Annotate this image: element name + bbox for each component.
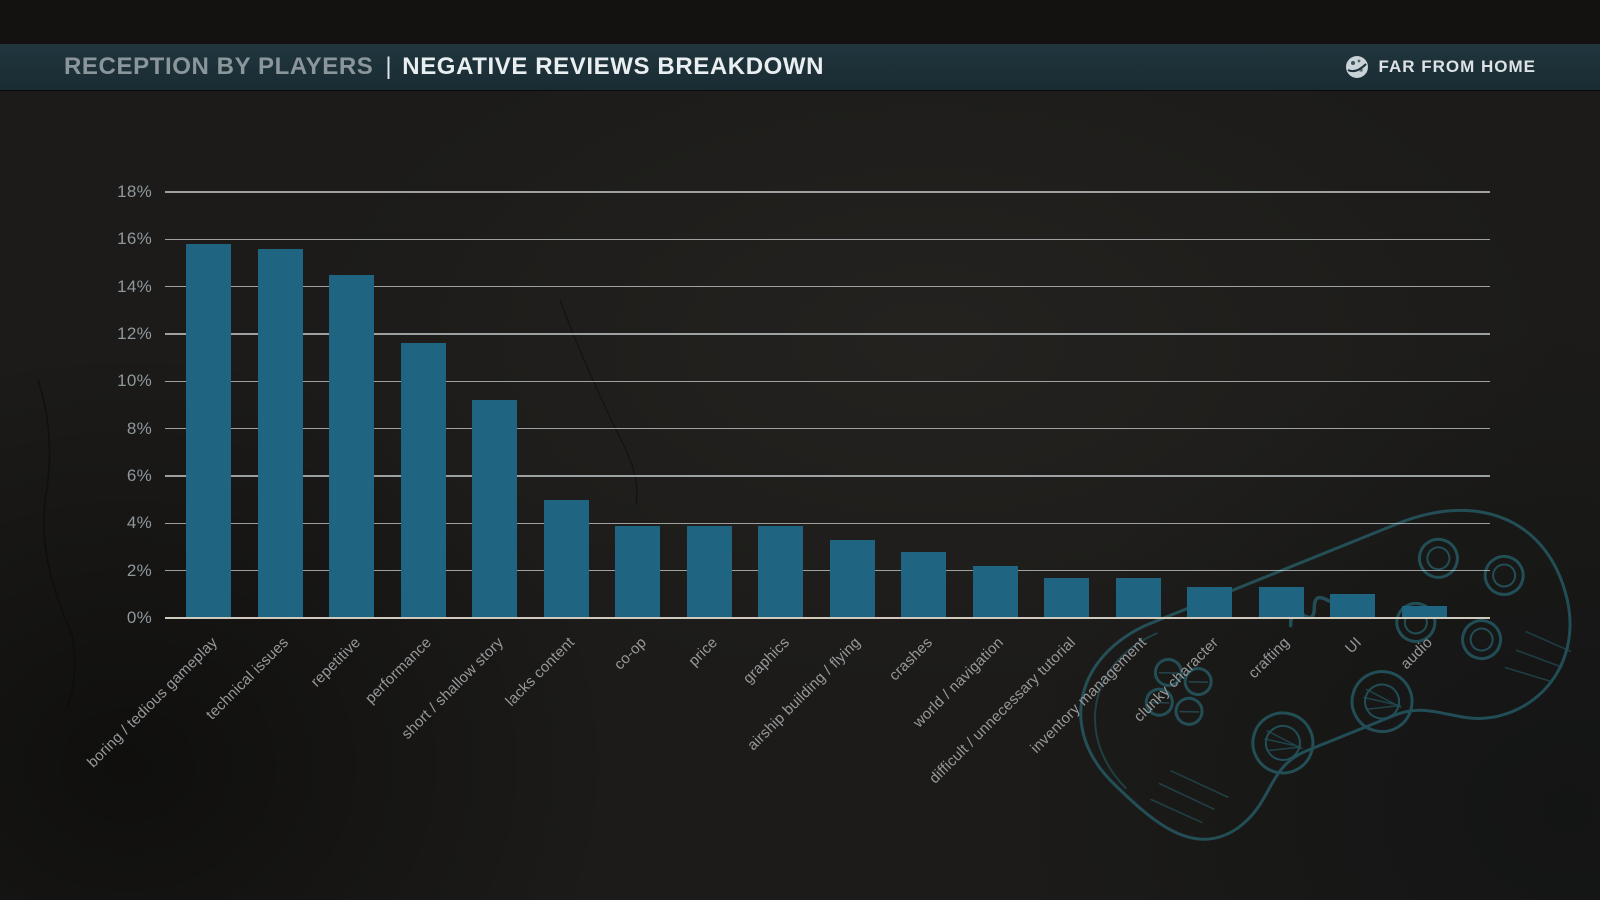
y-tick-label: 0% xyxy=(126,608,152,627)
page-title-section: RECEPTION BY PLAYERS xyxy=(64,53,374,80)
grid-line xyxy=(165,333,1490,335)
planet-logo-icon xyxy=(1345,56,1368,78)
bar-clunky-character xyxy=(1187,587,1232,618)
bar-technical-issues xyxy=(257,248,303,618)
bar-boring-tedious-gameplay xyxy=(186,244,231,618)
bar-inventory-management xyxy=(1115,577,1161,618)
page-title: RECEPTION BY PLAYERS | NEGATIVE REVIEWS BR… xyxy=(64,53,824,81)
bar-short-shallow-story xyxy=(472,400,517,618)
y-tick-label: 14% xyxy=(117,276,152,296)
grid-line xyxy=(165,569,1490,572)
y-tick-label: 2% xyxy=(126,560,152,580)
bar-performance xyxy=(400,343,446,618)
brand-logo: FAR FROM HOME xyxy=(1344,54,1537,80)
grid-line xyxy=(165,475,1490,477)
bar-lacks-content xyxy=(543,499,589,618)
y-tick-label: 10% xyxy=(117,371,152,391)
y-tick-label: 16% xyxy=(117,229,152,249)
title-divider: | xyxy=(385,53,393,80)
grid-line xyxy=(165,285,1490,288)
header-bar: RECEPTION BY PLAYERS | NEGATIVE REVIEWS BR… xyxy=(0,44,1600,90)
bar-world-navigation xyxy=(972,565,1018,618)
grid-line xyxy=(165,238,1490,241)
bar-graphics xyxy=(758,525,803,618)
bar-crafting xyxy=(1258,587,1304,618)
bar-airship-building-flying xyxy=(829,539,875,618)
bar-chart-plot xyxy=(165,191,1490,619)
bar-crashes xyxy=(901,551,946,618)
bar-repetitive xyxy=(329,274,374,618)
bar-difficult-unnecessary-tutorial xyxy=(1044,577,1089,618)
y-tick-label: 4% xyxy=(126,513,152,533)
grid-line xyxy=(165,191,1490,193)
y-tick-label: 8% xyxy=(126,418,152,438)
bar-co-op xyxy=(615,525,660,618)
top-strip xyxy=(0,0,1600,44)
y-tick-label: 12% xyxy=(117,324,152,343)
grid-line xyxy=(165,522,1490,525)
page-title-subject: NEGATIVE REVIEWS BREAKDOWN xyxy=(402,53,825,80)
y-tick-label: 6% xyxy=(126,466,152,485)
bar-ui xyxy=(1330,594,1375,618)
brand-name: FAR FROM HOME xyxy=(1378,57,1536,76)
y-tick-label: 18% xyxy=(117,182,152,201)
grid-line xyxy=(165,427,1490,430)
bar-audio xyxy=(1401,606,1447,618)
grid-line xyxy=(165,380,1490,383)
x-axis-line xyxy=(165,617,1490,619)
bar-price xyxy=(686,525,732,618)
